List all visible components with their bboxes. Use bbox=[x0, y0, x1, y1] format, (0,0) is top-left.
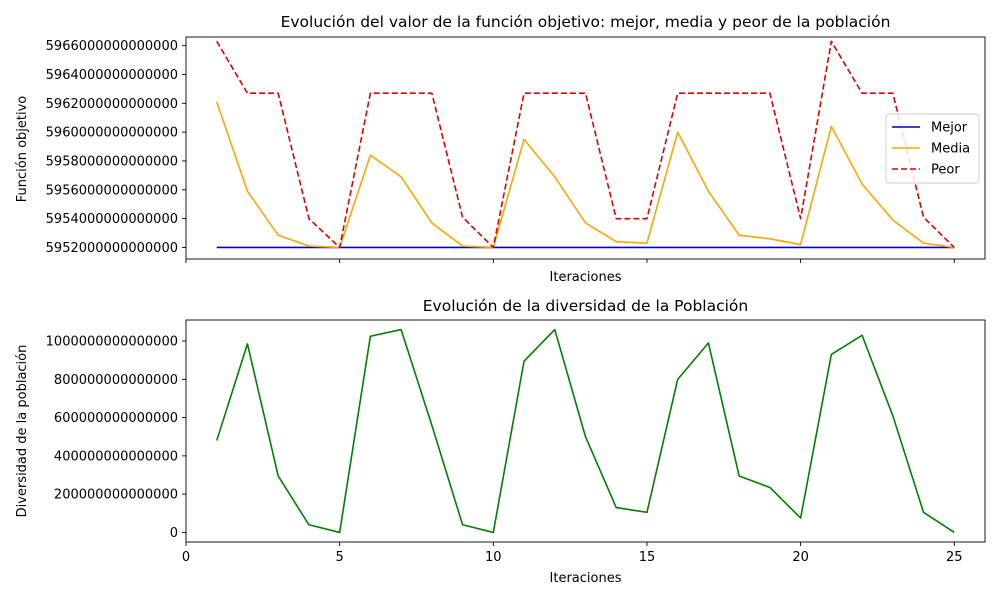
objective-plot-area bbox=[186, 37, 985, 259]
legend-label-mejor: Mejor bbox=[931, 121, 968, 136]
diversity-x-tick-label: 10 bbox=[485, 550, 502, 565]
diversity-plot-area bbox=[186, 320, 985, 542]
objective-x-axis-label: Iteraciones bbox=[550, 270, 622, 285]
diversity-y-tick-label: 600000000000000 bbox=[54, 411, 178, 426]
objective-y-axis-label: Función objetivo bbox=[15, 96, 30, 203]
diversity-y-tick-label: 1000000000000000 bbox=[46, 335, 178, 350]
diversity-x-tick-label: 15 bbox=[639, 550, 656, 565]
diversity-x-tick-label: 20 bbox=[792, 550, 809, 565]
objective-plot-background bbox=[186, 37, 985, 259]
objective-y-tick-label: 5962000000000000 bbox=[46, 97, 178, 112]
objective-chart-title: Evolución del valor de la función objeti… bbox=[281, 13, 891, 31]
legend-label-peor: Peor bbox=[931, 163, 960, 178]
objective-chart: Evolución del valor de la función objeti… bbox=[15, 13, 986, 285]
objective-axes-frame bbox=[185, 36, 986, 260]
diversity-y-axis-label: Diversidad de la población bbox=[15, 345, 30, 518]
legend-label-media: Media bbox=[931, 142, 970, 157]
diversity-x-tick-label: 0 bbox=[182, 550, 190, 565]
diversity-y-tick-label: 400000000000000 bbox=[54, 449, 178, 464]
objective-y-tick-label: 5954000000000000 bbox=[46, 212, 178, 227]
diversity-x-tick-label: 5 bbox=[336, 550, 344, 565]
objective-series-layer bbox=[215, 40, 955, 249]
diversity-chart: Evolución de la diversidad de la Poblaci… bbox=[15, 297, 986, 586]
legend-box bbox=[885, 113, 980, 184]
diversity-series-line-0 bbox=[215, 328, 955, 534]
objective-y-tick-label: 5958000000000000 bbox=[46, 154, 178, 169]
diversity-chart-title: Evolución de la diversidad de la Poblaci… bbox=[423, 297, 748, 315]
objective-y-tick-label: 5960000000000000 bbox=[46, 126, 178, 141]
diversity-y-tick-label: 800000000000000 bbox=[54, 373, 178, 388]
objective-series-peor bbox=[216, 40, 955, 249]
objective-legend: Mejor Media Peor bbox=[885, 113, 980, 184]
objective-y-tick-label: 5966000000000000 bbox=[46, 39, 178, 54]
objective-y-tick-label: 5956000000000000 bbox=[46, 183, 178, 198]
objective-axes-layer: 5952000000000000 5954000000000000 59560000… bbox=[46, 36, 986, 263]
objective-y-tick-label: 5964000000000000 bbox=[46, 68, 178, 83]
diversity-plot-background bbox=[186, 320, 985, 542]
diversity-y-tick-label: 200000000000000 bbox=[54, 488, 178, 503]
diversity-axes-layer: 0 5 10 15 20 25 0 200000000000000 40000000000000… bbox=[46, 319, 986, 565]
diversity-x-tick-label: 25 bbox=[946, 550, 963, 565]
diversity-series-layer bbox=[215, 328, 955, 534]
diversity-x-axis-label: Iteraciones bbox=[550, 571, 622, 586]
diversity-y-tick-label: 0 bbox=[170, 526, 178, 541]
objective-y-tick-label: 5952000000000000 bbox=[46, 241, 178, 256]
diversity-axes-frame bbox=[185, 319, 986, 543]
